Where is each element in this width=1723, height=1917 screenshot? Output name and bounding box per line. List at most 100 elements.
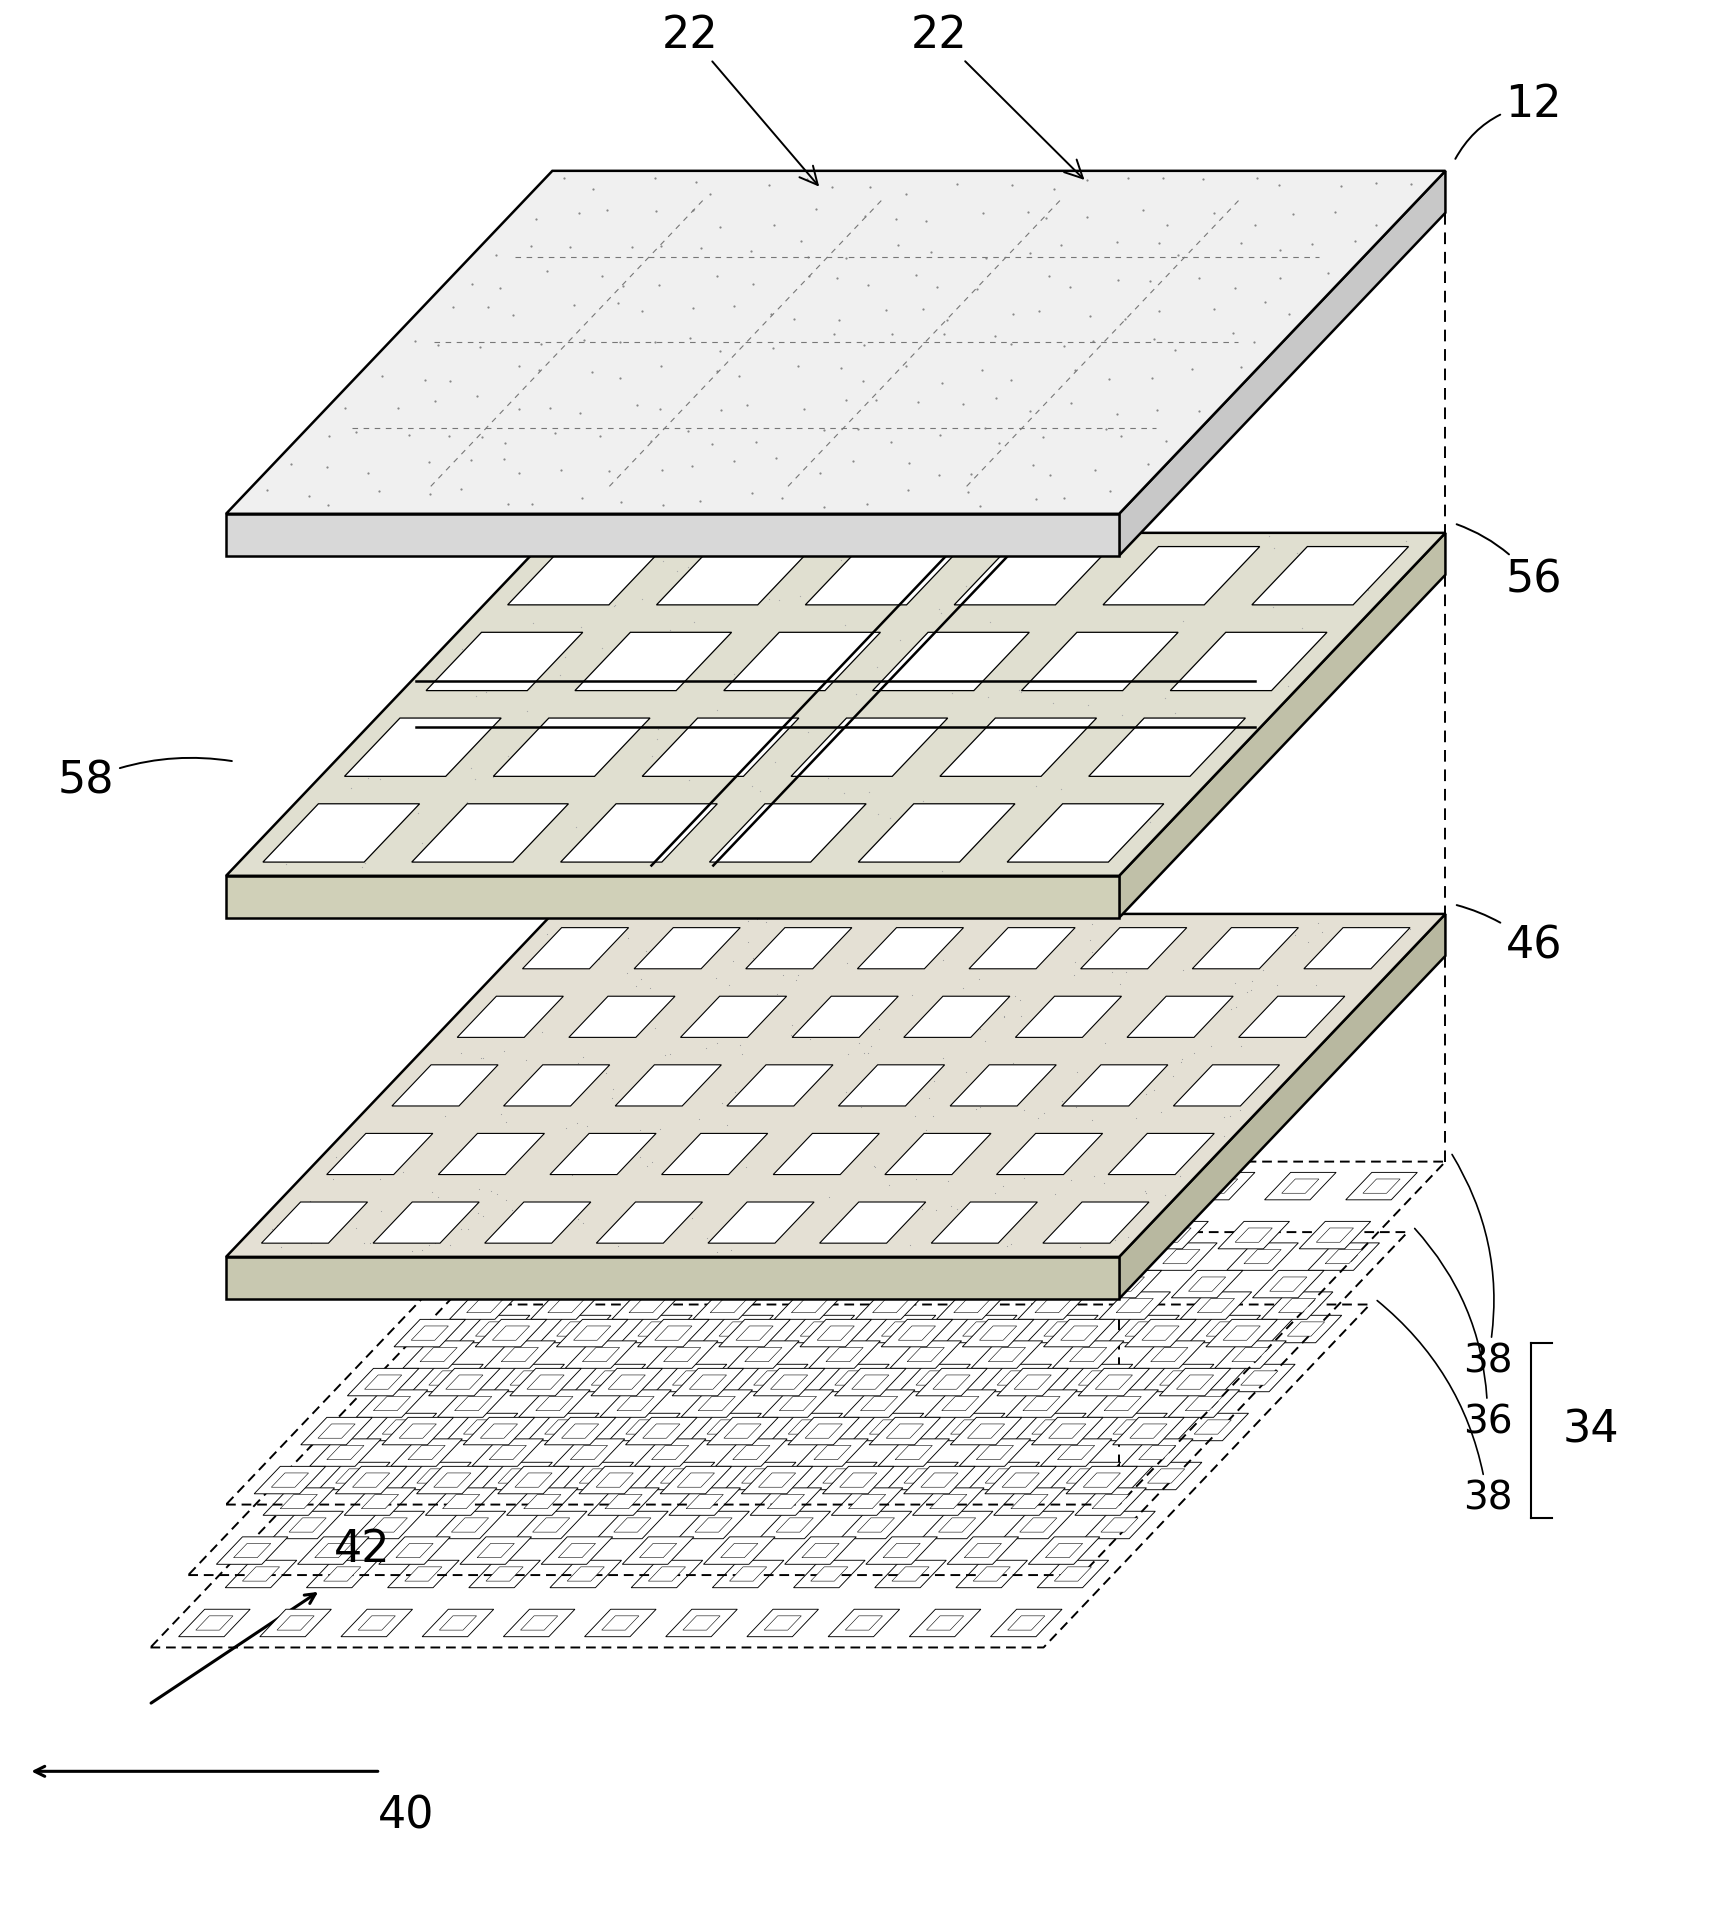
Polygon shape	[1139, 1445, 1175, 1459]
Polygon shape	[1001, 1250, 1037, 1263]
Polygon shape	[643, 719, 799, 776]
Polygon shape	[715, 1440, 787, 1467]
Polygon shape	[744, 1348, 782, 1361]
Polygon shape	[750, 1488, 822, 1514]
Polygon shape	[426, 633, 582, 690]
Text: 34: 34	[1563, 1409, 1620, 1451]
Polygon shape	[544, 1420, 582, 1434]
Polygon shape	[1044, 1323, 1080, 1336]
Polygon shape	[930, 1495, 967, 1509]
Polygon shape	[872, 633, 1029, 690]
Polygon shape	[893, 1566, 929, 1582]
Polygon shape	[298, 1537, 369, 1564]
Polygon shape	[841, 1511, 911, 1539]
Polygon shape	[457, 997, 563, 1037]
Polygon shape	[596, 1202, 703, 1242]
Polygon shape	[718, 1319, 791, 1348]
Polygon shape	[777, 1173, 849, 1200]
Polygon shape	[226, 876, 1120, 918]
Polygon shape	[794, 1179, 832, 1192]
Polygon shape	[910, 1229, 948, 1242]
Polygon shape	[805, 1424, 843, 1438]
Polygon shape	[858, 1518, 894, 1532]
Polygon shape	[255, 1467, 326, 1493]
Polygon shape	[829, 1229, 867, 1242]
Polygon shape	[634, 928, 741, 968]
Polygon shape	[226, 171, 1446, 514]
Polygon shape	[1346, 1173, 1418, 1200]
Polygon shape	[801, 1543, 839, 1559]
Polygon shape	[353, 1511, 424, 1539]
Polygon shape	[839, 1064, 944, 1106]
Polygon shape	[822, 1467, 894, 1493]
Polygon shape	[1163, 1250, 1199, 1263]
Polygon shape	[1008, 803, 1163, 863]
Polygon shape	[913, 1488, 984, 1514]
Polygon shape	[1137, 1221, 1208, 1248]
Polygon shape	[944, 1277, 982, 1292]
Polygon shape	[836, 1371, 872, 1386]
Polygon shape	[403, 1340, 474, 1369]
Polygon shape	[608, 1413, 681, 1442]
Polygon shape	[639, 1543, 677, 1559]
Polygon shape	[899, 1365, 970, 1392]
Polygon shape	[820, 1242, 893, 1271]
Polygon shape	[858, 928, 963, 968]
Polygon shape	[510, 1369, 581, 1396]
Polygon shape	[426, 1488, 496, 1514]
Polygon shape	[658, 1242, 731, 1271]
Polygon shape	[951, 1420, 987, 1434]
Polygon shape	[567, 1566, 605, 1582]
Polygon shape	[591, 1369, 663, 1396]
Polygon shape	[400, 1424, 436, 1438]
Polygon shape	[434, 1511, 507, 1539]
Polygon shape	[196, 1616, 233, 1629]
Polygon shape	[1170, 633, 1327, 690]
Polygon shape	[429, 1371, 465, 1386]
Polygon shape	[374, 1202, 479, 1242]
Polygon shape	[638, 1319, 710, 1348]
Polygon shape	[383, 1417, 453, 1445]
Polygon shape	[503, 1608, 575, 1637]
Polygon shape	[656, 546, 813, 606]
Polygon shape	[927, 1616, 963, 1629]
Polygon shape	[770, 1413, 843, 1442]
Polygon shape	[732, 1445, 770, 1459]
Polygon shape	[617, 1396, 655, 1411]
Polygon shape	[574, 1365, 646, 1392]
Polygon shape	[1265, 1173, 1335, 1200]
Polygon shape	[612, 1292, 684, 1319]
Polygon shape	[1041, 1440, 1111, 1467]
Polygon shape	[984, 1242, 1054, 1271]
Polygon shape	[486, 1566, 524, 1582]
Polygon shape	[408, 1445, 445, 1459]
Polygon shape	[922, 1511, 992, 1539]
Polygon shape	[1127, 997, 1234, 1037]
Polygon shape	[1087, 1390, 1158, 1417]
Polygon shape	[753, 1369, 825, 1396]
Polygon shape	[396, 1543, 432, 1559]
Polygon shape	[622, 1537, 694, 1564]
Polygon shape	[794, 1560, 865, 1587]
Polygon shape	[706, 1420, 744, 1434]
Polygon shape	[527, 1374, 563, 1390]
Polygon shape	[846, 1616, 882, 1629]
Polygon shape	[893, 1221, 965, 1248]
Polygon shape	[1308, 1242, 1380, 1271]
Polygon shape	[550, 1560, 622, 1587]
Polygon shape	[1070, 1348, 1106, 1361]
Polygon shape	[824, 1468, 860, 1484]
Polygon shape	[879, 1440, 949, 1467]
Polygon shape	[395, 1319, 465, 1348]
Polygon shape	[625, 1417, 698, 1445]
Polygon shape	[569, 997, 675, 1037]
Polygon shape	[1049, 1463, 1120, 1490]
Polygon shape	[1189, 1315, 1261, 1342]
Polygon shape	[226, 914, 1446, 1258]
Polygon shape	[1061, 1365, 1132, 1392]
Polygon shape	[651, 1445, 689, 1459]
Polygon shape	[867, 1537, 937, 1564]
Polygon shape	[443, 1495, 479, 1509]
Polygon shape	[336, 1467, 407, 1493]
Polygon shape	[596, 1472, 634, 1488]
